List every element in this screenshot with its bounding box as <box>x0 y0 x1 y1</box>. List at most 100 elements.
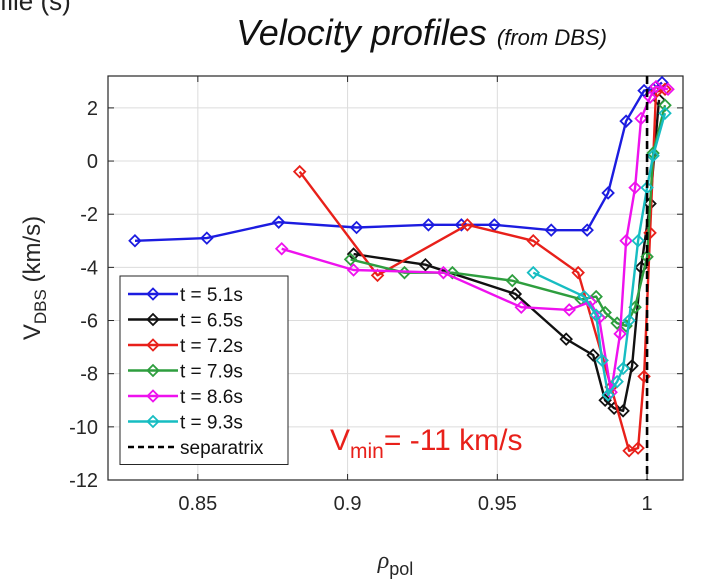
y-axis-ticks: 2 0 -2 -4 -6 -8 -10 -12 <box>69 98 683 492</box>
vmin-annotation-rest: = -11 km/s <box>384 424 523 457</box>
y-axis-label: VDBS (km/s) <box>19 216 50 340</box>
chart-subtitle: (from DBS) <box>496 25 607 50</box>
data-point <box>646 148 660 163</box>
data-point <box>619 234 633 248</box>
y-tick-label: -12 <box>69 470 98 492</box>
data-point <box>580 223 594 237</box>
vmin-annotation-sub: min <box>350 440 384 463</box>
data-point <box>128 234 142 248</box>
series-line <box>134 81 663 242</box>
x-tick-label: 0.9 <box>334 493 362 515</box>
data-point <box>589 308 603 322</box>
x-tick-label: 0.95 <box>478 493 517 515</box>
y-tick-label: 0 <box>87 151 98 173</box>
legend-marker <box>146 287 160 301</box>
data-point <box>562 303 576 317</box>
data-point <box>508 287 523 301</box>
series-5 <box>274 79 675 400</box>
data-point <box>661 82 675 97</box>
data-point <box>418 257 433 272</box>
data-point <box>559 332 573 346</box>
y-axis-label-rest: (km/s) <box>19 216 46 289</box>
legend-label: t = 5.1s <box>180 285 243 306</box>
y-tick-label: -2 <box>80 204 98 226</box>
data-point <box>610 374 624 389</box>
series-line <box>281 85 669 394</box>
y-axis-label-sub: DBS <box>31 289 50 324</box>
data-point <box>514 300 529 315</box>
y-axis-label-base: V <box>19 324 46 340</box>
legend-marker <box>146 414 160 429</box>
legend-label: separatrix <box>180 438 264 459</box>
data-point <box>436 265 451 280</box>
legend-label: t = 6.5s <box>180 311 243 332</box>
data-point <box>454 218 469 232</box>
data-point <box>613 327 627 341</box>
data-point <box>628 180 642 195</box>
data-point <box>505 273 520 288</box>
data-point <box>616 404 630 418</box>
data-point <box>631 441 645 455</box>
data-point <box>658 106 672 120</box>
data-point <box>601 388 615 402</box>
data-point <box>625 358 639 373</box>
data-point <box>643 226 657 240</box>
series-1 <box>128 75 669 248</box>
y-tick-label: -10 <box>69 417 98 439</box>
x-tick-label: 0.85 <box>178 493 217 515</box>
data-point <box>200 231 214 245</box>
data-point <box>631 234 645 248</box>
legend-label: t = 9.3s <box>180 413 243 434</box>
x-axis-ticks: 0.85 0.9 0.95 1 <box>178 76 653 515</box>
legend-label: t = 8.6s <box>180 387 243 408</box>
data-point <box>619 114 633 128</box>
data-point <box>271 215 286 229</box>
data-point <box>637 369 651 384</box>
data-point <box>349 220 364 235</box>
data-point <box>649 79 663 94</box>
data-point <box>370 268 385 283</box>
legend-marker <box>146 389 160 403</box>
legend-marker <box>146 338 160 352</box>
data-point <box>571 265 585 280</box>
data-point <box>544 223 559 237</box>
data-point <box>616 361 630 376</box>
y-tick-label: -4 <box>80 257 98 279</box>
y-tick-label: -6 <box>80 311 98 333</box>
data-point <box>601 186 615 200</box>
x-axis-label-sub: pol <box>389 559 413 579</box>
data-point <box>634 111 648 126</box>
data-point <box>421 218 436 232</box>
data-point <box>346 263 361 277</box>
series-line <box>298 88 666 452</box>
x-axis-label-base: ρ <box>377 548 390 574</box>
legend-marker <box>146 363 160 378</box>
plot-frame <box>107 75 684 481</box>
page-label: file (s) <box>0 0 71 16</box>
legend-label: t = 7.9s <box>180 362 243 383</box>
data-point <box>343 252 358 267</box>
data-point <box>586 348 600 362</box>
data-point <box>460 218 475 232</box>
series-line <box>353 99 661 413</box>
series-layer <box>128 75 675 458</box>
legend-label: t = 7.2s <box>180 336 243 357</box>
data-point <box>658 98 672 113</box>
series-line <box>350 104 667 327</box>
data-point <box>577 289 591 304</box>
legend: t = 5.1s t = 6.5s t = 7.2s t = 7.9s t = 8.6s… <box>119 275 289 465</box>
data-point <box>526 234 541 248</box>
y-tick-label: -8 <box>80 364 98 386</box>
y-tick-label: 2 <box>87 98 98 120</box>
data-point <box>598 393 612 408</box>
data-point <box>274 241 289 256</box>
x-axis-label: ρpol <box>377 548 414 579</box>
data-point <box>292 164 307 179</box>
data-point <box>445 265 460 280</box>
legend-marker <box>146 312 160 327</box>
data-point <box>526 265 541 280</box>
chart-title: Velocity profiles (from DBS) <box>0 12 703 54</box>
data-point <box>595 353 609 368</box>
chart-title-main: Velocity profiles <box>236 12 487 53</box>
